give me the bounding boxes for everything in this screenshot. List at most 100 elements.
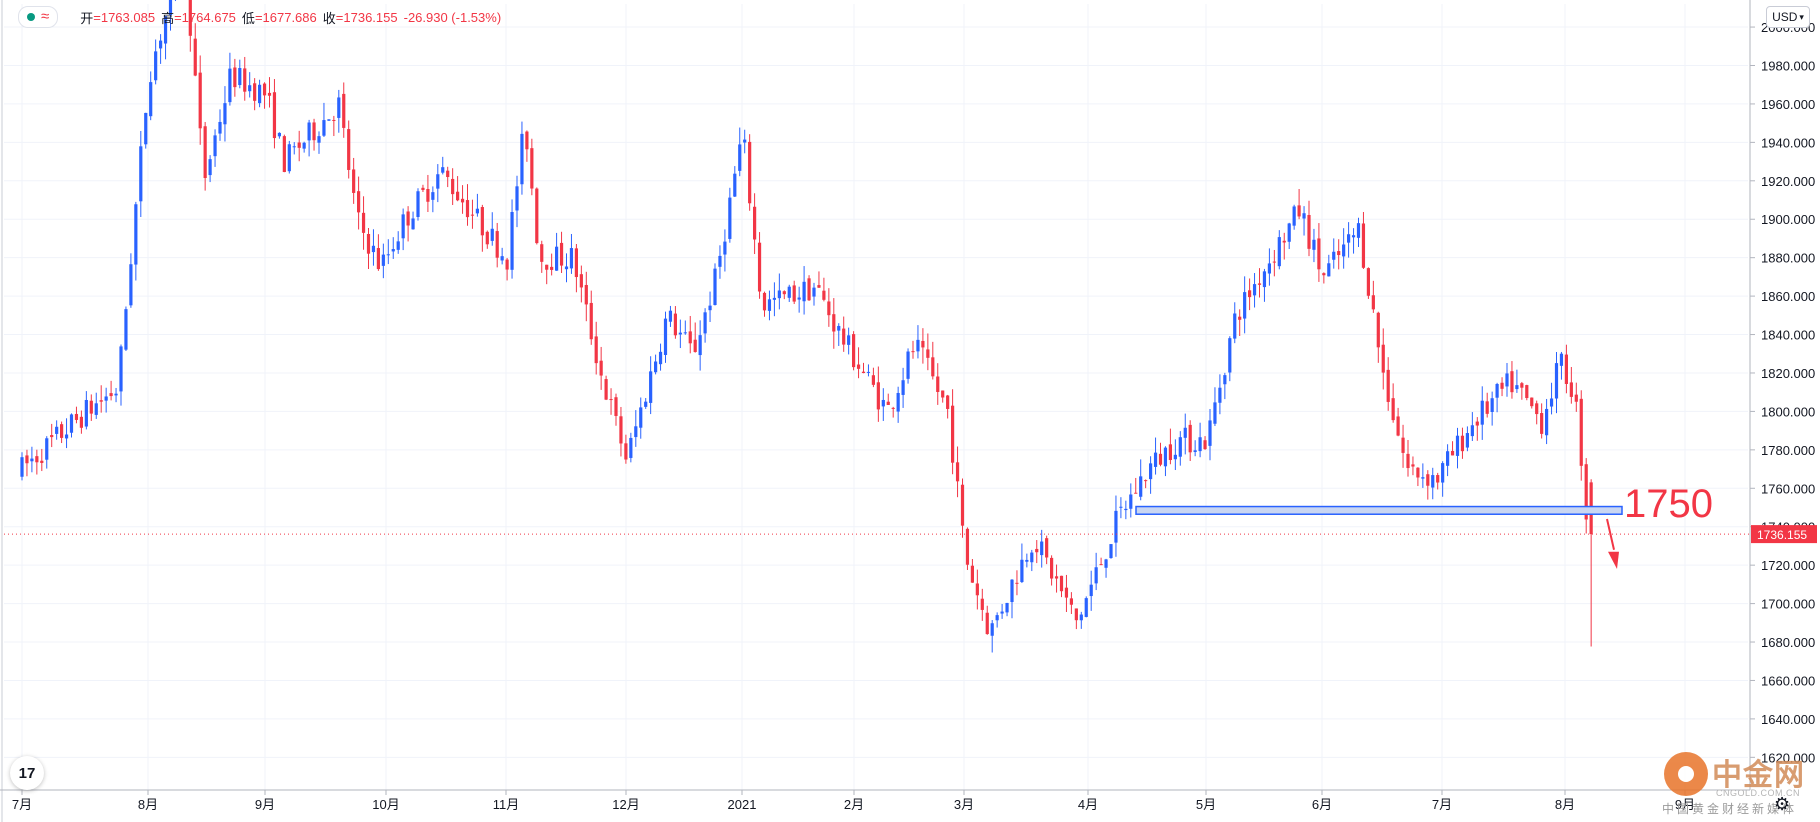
candle-body bbox=[401, 214, 405, 239]
candle bbox=[64, 418, 69, 449]
candle bbox=[1376, 311, 1380, 363]
currency-label: USD bbox=[1772, 10, 1798, 24]
candle-body bbox=[762, 292, 767, 311]
candle bbox=[406, 206, 410, 242]
candle bbox=[555, 232, 559, 271]
candle-body bbox=[1386, 369, 1390, 402]
candle bbox=[272, 79, 277, 149]
candle-body bbox=[545, 264, 549, 270]
y-axis-tick-label: 1980.000 bbox=[1761, 58, 1815, 73]
candle bbox=[550, 253, 554, 276]
currency-selector[interactable]: USD ▾ bbox=[1766, 6, 1810, 28]
candle-body bbox=[421, 187, 425, 190]
candle-body bbox=[658, 351, 663, 365]
candle-body bbox=[584, 284, 588, 305]
series-visibility-toggle[interactable]: ≈ bbox=[18, 6, 59, 28]
candle-body bbox=[193, 38, 197, 76]
candle-body bbox=[1396, 416, 1400, 436]
candle-body bbox=[490, 228, 494, 241]
candle bbox=[792, 280, 796, 305]
candle-body bbox=[64, 434, 69, 439]
candle-body bbox=[1050, 557, 1054, 579]
candle-body bbox=[649, 371, 653, 403]
candle-body bbox=[1460, 435, 1465, 452]
candle bbox=[485, 230, 489, 249]
candle-body bbox=[1228, 338, 1232, 373]
candle bbox=[960, 478, 965, 538]
candle-body bbox=[391, 249, 395, 252]
low-value: =1677.686 bbox=[254, 9, 317, 25]
candle-body bbox=[753, 206, 757, 240]
candle-body bbox=[1059, 575, 1064, 592]
candle-body bbox=[871, 375, 875, 385]
candle-body bbox=[708, 305, 712, 311]
candle bbox=[1168, 428, 1172, 465]
y-axis-tick-label: 1660.000 bbox=[1761, 673, 1815, 688]
candle-body bbox=[1015, 582, 1019, 584]
candle-body bbox=[1223, 375, 1227, 385]
candle bbox=[35, 449, 39, 475]
candle-body bbox=[1139, 476, 1143, 497]
candle-body bbox=[262, 83, 267, 96]
high-value: =1764.675 bbox=[174, 9, 236, 25]
close-label: 收 bbox=[322, 10, 336, 26]
candle bbox=[1480, 386, 1484, 440]
candle-body bbox=[624, 443, 628, 460]
candle-body bbox=[1421, 477, 1425, 479]
candle-body bbox=[149, 82, 153, 117]
candle-body bbox=[579, 274, 583, 288]
candle-body bbox=[1545, 408, 1549, 436]
y-axis-tick-label: 1880.000 bbox=[1761, 251, 1815, 266]
candle bbox=[1431, 467, 1435, 500]
candle bbox=[985, 605, 989, 635]
candle bbox=[1163, 446, 1168, 477]
candle-body bbox=[1391, 398, 1395, 421]
candle-body bbox=[1124, 508, 1128, 511]
candle bbox=[1327, 254, 1331, 277]
candle-body bbox=[876, 382, 880, 410]
candle-body bbox=[772, 297, 776, 300]
candle-body bbox=[228, 68, 232, 103]
candle-body bbox=[698, 335, 702, 356]
candle-body bbox=[1342, 244, 1346, 257]
candle bbox=[911, 340, 915, 359]
candle-body bbox=[213, 135, 217, 157]
candle-body bbox=[287, 144, 291, 172]
candle bbox=[475, 193, 479, 217]
candle bbox=[654, 354, 658, 375]
candle-body bbox=[1416, 467, 1420, 478]
candle bbox=[1302, 206, 1306, 236]
candle bbox=[1104, 558, 1108, 578]
candle bbox=[698, 320, 702, 371]
tradingview-logo-icon[interactable]: 17 bbox=[10, 756, 44, 790]
candle-body bbox=[297, 142, 301, 148]
candle-body bbox=[1376, 312, 1380, 348]
candle bbox=[1208, 409, 1212, 461]
candle bbox=[797, 286, 801, 313]
candle-body bbox=[1134, 492, 1138, 494]
candle bbox=[990, 620, 994, 653]
candle bbox=[470, 199, 475, 229]
candle bbox=[1584, 458, 1588, 534]
candle bbox=[832, 298, 836, 349]
gear-icon[interactable]: ⚙ bbox=[1774, 794, 1791, 814]
candle bbox=[1262, 268, 1267, 302]
candle bbox=[1545, 398, 1549, 445]
last-price-tag bbox=[1751, 525, 1817, 544]
candle-body bbox=[1084, 598, 1088, 617]
candle-body bbox=[693, 339, 697, 353]
candle-body bbox=[802, 281, 806, 302]
candle bbox=[1465, 426, 1469, 452]
candle-body bbox=[718, 255, 722, 267]
candle-body bbox=[371, 245, 376, 253]
candle bbox=[228, 52, 232, 106]
candle bbox=[1074, 608, 1078, 630]
candle-body bbox=[307, 122, 311, 141]
y-axis-tick-label: 1820.000 bbox=[1761, 366, 1815, 381]
candle-body bbox=[50, 435, 54, 438]
candle-body bbox=[688, 331, 692, 344]
candle bbox=[1054, 564, 1059, 593]
y-axis-tick-label: 1620.000 bbox=[1761, 750, 1815, 765]
candle-body bbox=[1322, 273, 1326, 276]
